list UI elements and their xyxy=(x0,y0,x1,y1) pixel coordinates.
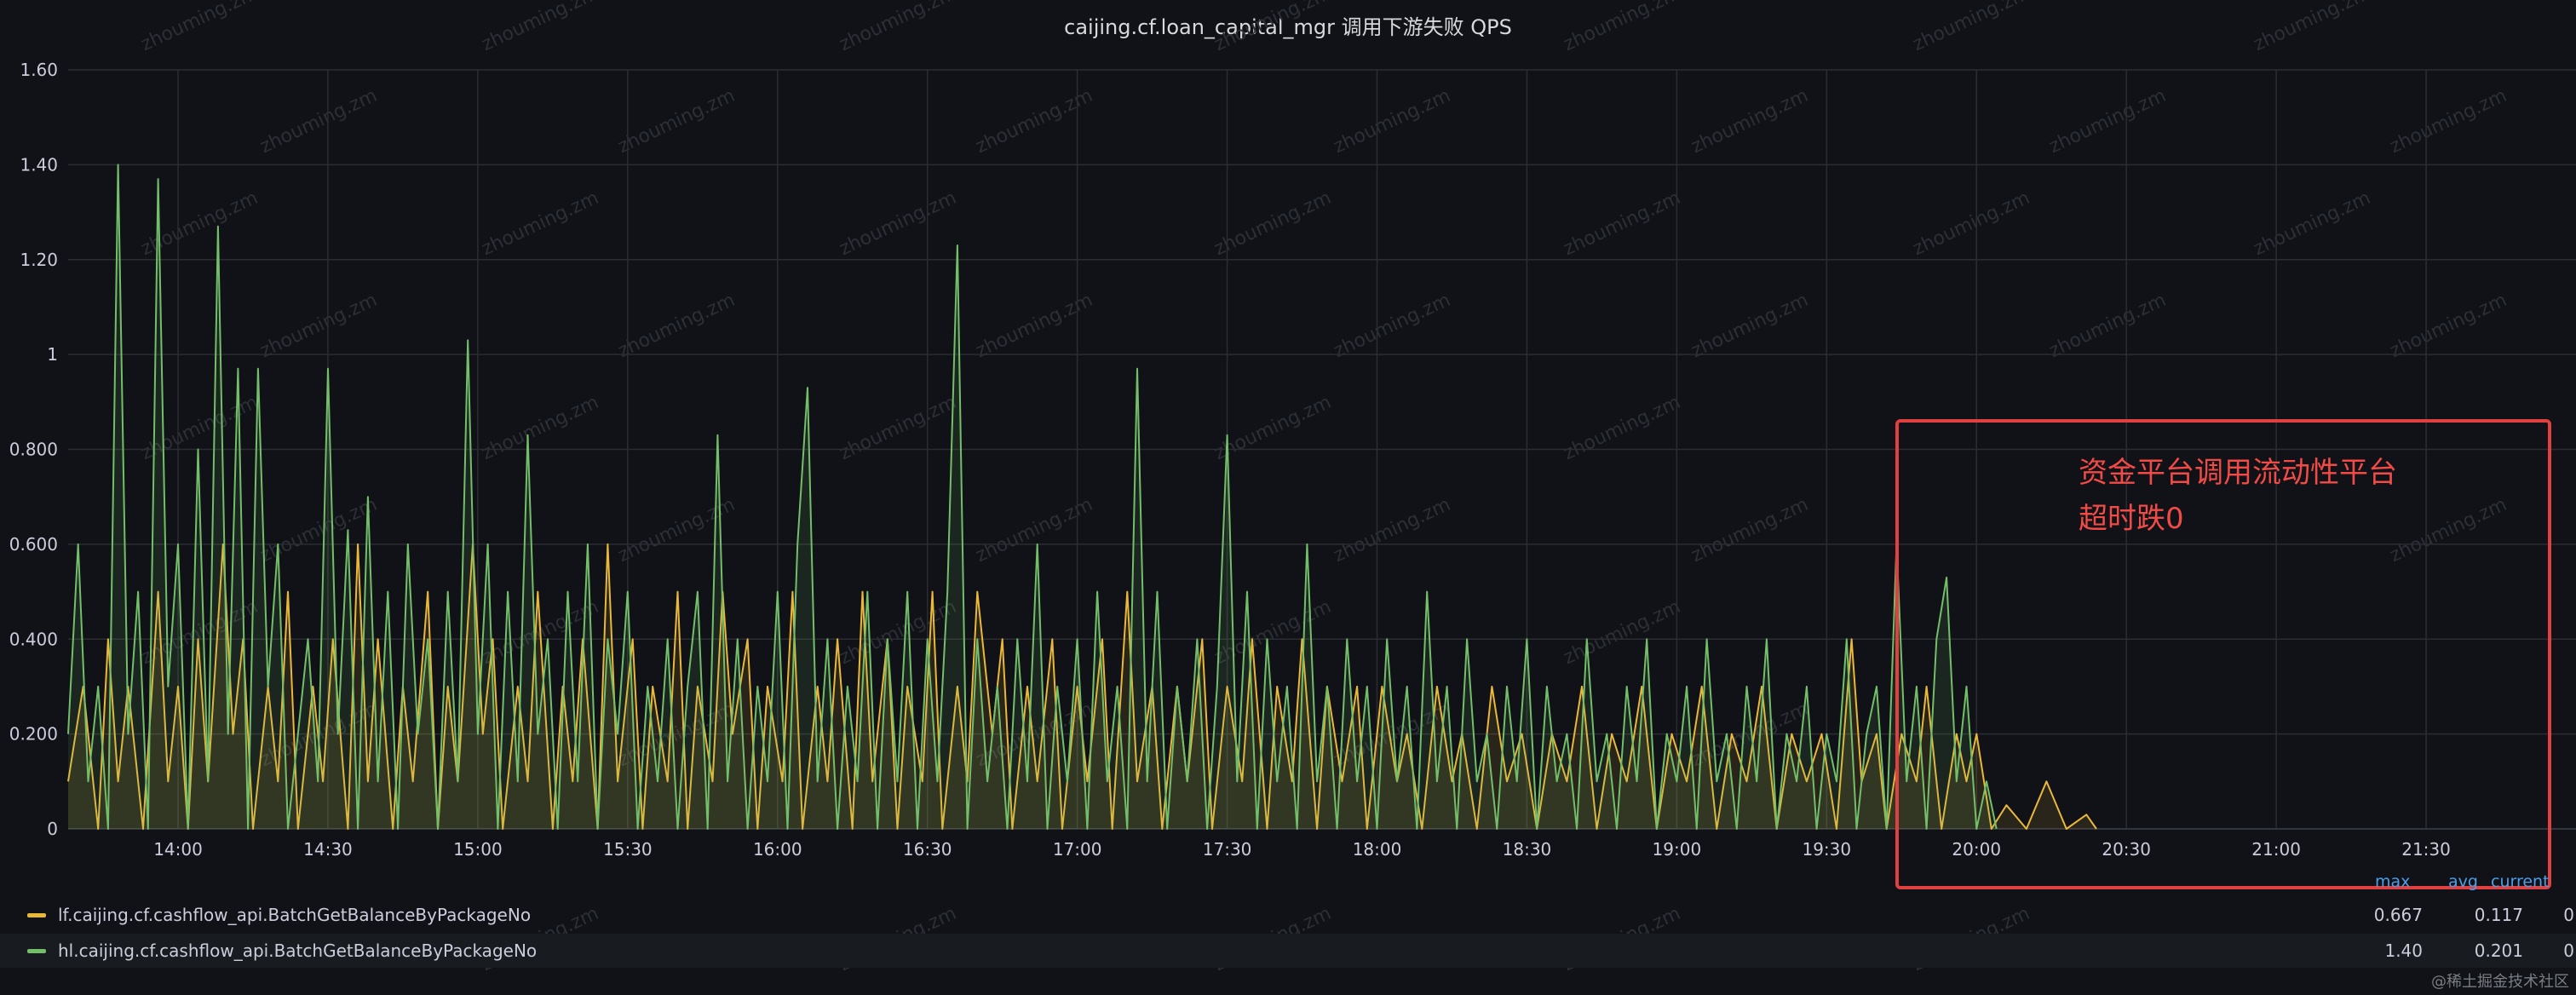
legend-swatch-lf xyxy=(27,913,46,917)
x-tick-label: 21:00 xyxy=(2251,839,2301,860)
x-tick-label: 19:30 xyxy=(1802,839,1851,860)
x-tick-label: 18:00 xyxy=(1353,839,1402,860)
y-tick-label: 1 xyxy=(47,344,58,365)
legend-header-avg[interactable]: avg xyxy=(2448,872,2478,891)
x-tick-label: 20:00 xyxy=(1952,839,2001,860)
x-tick-label: 16:30 xyxy=(903,839,952,860)
x-tick-label: 14:00 xyxy=(153,839,203,860)
chart-series xyxy=(67,164,2097,830)
y-tick-label: 0.600 xyxy=(9,534,58,555)
legend-value-current: 0 xyxy=(2563,940,2574,961)
x-tick-label: 17:00 xyxy=(1053,839,1102,860)
x-tick-label: 21:30 xyxy=(2401,839,2451,860)
y-axis-ticks: 0 0.200 0.400 0.600 0.800 1 1.20 1.40 1.60 xyxy=(9,60,58,839)
legend-value-avg: 0.201 xyxy=(2474,940,2523,961)
legend-value-max: 1.40 xyxy=(2384,940,2423,961)
x-tick-label: 17:30 xyxy=(1203,839,1252,860)
legend-header-max[interactable]: max xyxy=(2375,872,2411,891)
x-tick-label: 16:00 xyxy=(753,839,802,860)
legend-value-current: 0 xyxy=(2563,905,2574,925)
y-tick-label: 0.200 xyxy=(9,724,58,745)
line-chart[interactable]: 0 0.200 0.400 0.600 0.800 1 1.20 1.40 1.60 14:00… xyxy=(0,0,2576,869)
legend-swatch-hl xyxy=(27,949,46,953)
x-axis-ticks: 14:00 14:30 15:00 15:30 16:00 16:30 17:00 17:30… xyxy=(153,839,2451,860)
x-tick-label: 15:30 xyxy=(603,839,653,860)
panel-title[interactable]: caijing.cf.loan_capital_mgr 调用下游失败 QPS xyxy=(1064,15,1512,39)
x-tick-label: 18:30 xyxy=(1503,839,1552,860)
corner-watermark: @稀土掘金技术社区 xyxy=(2431,973,2569,991)
series-area-hl xyxy=(68,164,1997,829)
x-tick-label: 19:00 xyxy=(1653,839,1702,860)
y-tick-label: 1.40 xyxy=(20,154,58,175)
x-tick-label: 15:00 xyxy=(453,839,503,860)
legend-row-lf[interactable]: lf.caijing.cf.cashflow_api.BatchGetBalan… xyxy=(0,898,2576,932)
legend-header-current[interactable]: current xyxy=(2491,872,2550,891)
legend-value-avg: 0.117 xyxy=(2474,905,2523,925)
y-tick-label: 1.60 xyxy=(20,60,58,80)
annotation-box xyxy=(1895,419,2551,889)
legend-value-max: 0.667 xyxy=(2373,905,2423,925)
y-tick-label: 0.400 xyxy=(9,629,58,649)
annotation-text: 资金平台调用流动性平台 超时跌0 xyxy=(2079,450,2397,542)
y-tick-label: 0.800 xyxy=(9,440,58,460)
legend-row-hl[interactable]: hl.caijing.cf.cashflow_api.BatchGetBalan… xyxy=(0,934,2576,968)
legend-series-name[interactable]: hl.caijing.cf.cashflow_api.BatchGetBalan… xyxy=(58,940,538,961)
annotation-line-1: 资金平台调用流动性平台 xyxy=(2079,456,2397,490)
y-tick-label: 0 xyxy=(47,819,58,839)
x-tick-label: 20:30 xyxy=(2102,839,2151,860)
legend-series-name[interactable]: lf.caijing.cf.cashflow_api.BatchGetBalan… xyxy=(58,905,532,925)
x-tick-label: 14:30 xyxy=(303,839,353,860)
y-tick-label: 1.20 xyxy=(20,250,58,270)
series-line-hl[interactable] xyxy=(67,164,1998,830)
annotation-line-2: 超时跌0 xyxy=(2079,502,2184,536)
